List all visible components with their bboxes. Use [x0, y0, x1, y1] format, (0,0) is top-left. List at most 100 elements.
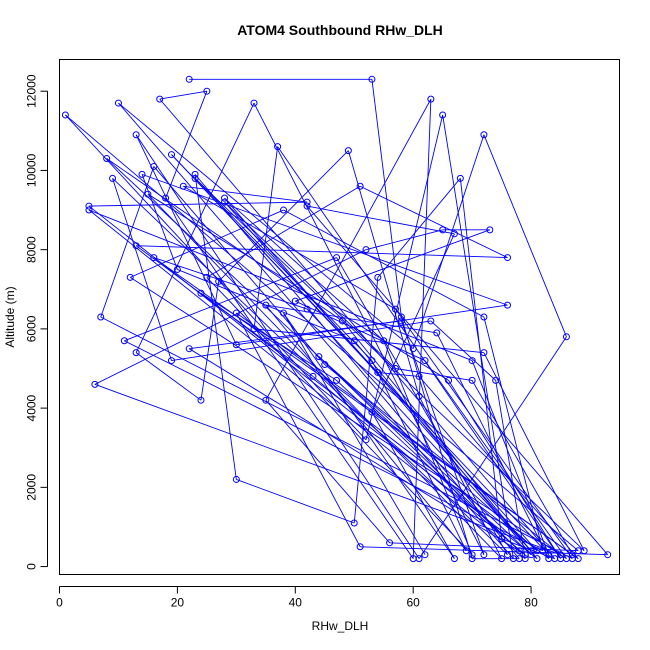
- data-point: [291, 297, 299, 305]
- series-line-segment: [418, 336, 567, 559]
- series-line-segment: [135, 102, 255, 353]
- data-point: [415, 372, 423, 380]
- data-point: [521, 555, 529, 563]
- data-point: [450, 230, 458, 238]
- data-point: [515, 547, 523, 555]
- x-tick-label: 40: [289, 596, 303, 610]
- data-point: [85, 202, 93, 210]
- series-line-segment: [436, 332, 550, 559]
- series-line-segment: [265, 304, 467, 552]
- data-point: [509, 555, 517, 563]
- series-line-segment: [200, 292, 550, 560]
- data-point: [250, 325, 258, 333]
- data-point: [203, 87, 211, 95]
- series-line-segment: [112, 178, 172, 361]
- series-line-segment: [118, 102, 414, 350]
- data-point: [415, 392, 423, 400]
- data-point: [504, 254, 511, 262]
- series-line-segment: [371, 79, 402, 318]
- series-line-segment: [359, 185, 508, 258]
- series-line-segment: [371, 233, 455, 413]
- series-line-segment: [130, 209, 284, 278]
- series-line-segment: [418, 396, 503, 559]
- series-line-segment: [165, 91, 208, 199]
- data-point: [150, 162, 158, 170]
- data-point: [97, 313, 105, 321]
- series-line-segment: [141, 173, 508, 306]
- data-point: [557, 555, 565, 563]
- data-point: [333, 376, 341, 384]
- series-line-segment: [165, 197, 414, 559]
- data-point: [250, 99, 258, 107]
- series-line-segment: [318, 356, 520, 552]
- series-line-segment: [306, 308, 532, 552]
- data-point: [580, 547, 588, 555]
- series-line-segment: [283, 312, 455, 559]
- data-point: [280, 206, 287, 214]
- series-line-segment: [88, 209, 526, 560]
- data-point: [368, 75, 376, 83]
- series-line-segment: [159, 98, 555, 559]
- series-line-segment: [442, 114, 514, 559]
- series-line-segment: [224, 197, 385, 342]
- data-point: [462, 547, 470, 555]
- data-point: [498, 535, 506, 543]
- data-point: [221, 198, 229, 206]
- y-tick-label: 2000: [25, 474, 39, 501]
- data-point: [126, 273, 134, 281]
- data-point: [232, 341, 240, 349]
- data-point: [344, 147, 352, 155]
- data-point: [480, 131, 488, 139]
- series-line-segment: [412, 134, 485, 349]
- data-point: [138, 170, 146, 178]
- series-line-segment: [159, 90, 207, 100]
- series-line-segment: [377, 372, 420, 377]
- data-point: [504, 301, 511, 309]
- series-line-segment: [206, 185, 361, 278]
- data-point: [203, 273, 211, 281]
- data-point: [168, 357, 175, 365]
- data-point: [427, 317, 435, 325]
- data-point: [392, 305, 399, 313]
- series-line-segment: [371, 360, 467, 551]
- data-point: [498, 555, 506, 563]
- data-point: [362, 436, 370, 444]
- series-line-segment: [100, 316, 573, 560]
- series-line-segment: [306, 205, 609, 555]
- series-line-segment: [365, 114, 444, 440]
- data-point: [274, 143, 282, 151]
- series-line-segment: [236, 479, 355, 524]
- data-point: [486, 226, 494, 234]
- series-line-segment: [400, 320, 485, 555]
- data-point: [480, 349, 488, 357]
- data-point: [338, 317, 346, 325]
- data-point: [427, 95, 435, 103]
- series-line-segment: [377, 178, 461, 278]
- data-point: [221, 194, 229, 202]
- series-line-segment: [171, 154, 379, 373]
- data-point: [262, 301, 270, 309]
- data-point: [91, 380, 99, 388]
- series-line-segment: [200, 281, 220, 401]
- data-point: [480, 551, 488, 559]
- data-point: [185, 345, 193, 353]
- plot-area-frame: [59, 59, 620, 575]
- series-line-segment: [135, 134, 420, 559]
- data-point: [604, 551, 612, 559]
- series-line-segment: [194, 174, 520, 559]
- data-point: [450, 555, 458, 563]
- series-line-segment: [65, 114, 579, 552]
- data-point: [356, 182, 364, 190]
- y-axis-label: Altitude (m): [3, 286, 17, 347]
- series-line-segment: [277, 146, 561, 559]
- data-point: [232, 309, 240, 317]
- series-line-segment: [236, 312, 573, 556]
- series-line-segment: [265, 399, 390, 544]
- data-point: [303, 198, 311, 206]
- data-point: [262, 396, 270, 404]
- data-point: [468, 555, 476, 563]
- series-line-segment: [471, 380, 573, 555]
- data-point: [144, 190, 152, 198]
- data-point: [386, 539, 394, 547]
- data-point: [356, 543, 364, 551]
